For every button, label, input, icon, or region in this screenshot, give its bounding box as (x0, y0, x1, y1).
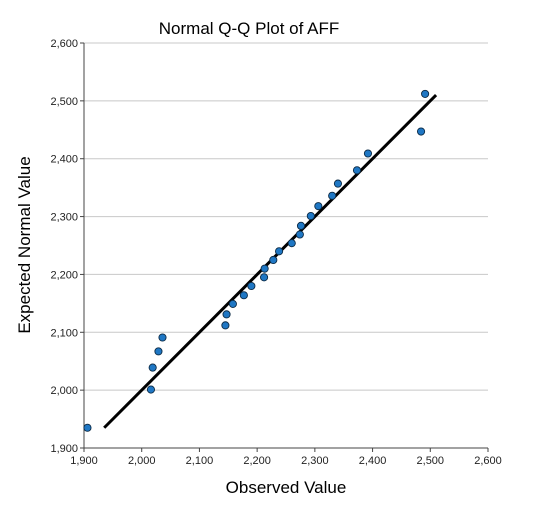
x-axis-label: Observed Value (226, 478, 347, 497)
data-point (275, 247, 284, 256)
data-point (363, 149, 373, 158)
data-point (296, 221, 306, 230)
data-points (83, 89, 430, 432)
x-tick-label: 2,200 (243, 455, 271, 467)
grid-lines (84, 42, 488, 391)
y-tick-label: 2,300 (50, 212, 78, 224)
y-axis-label: Expected Normal Value (15, 156, 34, 333)
x-tick-label: 1,900 (70, 455, 98, 467)
data-point (247, 281, 256, 291)
y-tick-label: 1,900 (50, 443, 78, 455)
data-point (83, 423, 92, 432)
data-point (269, 255, 278, 265)
data-point (221, 321, 230, 330)
y-tick-label: 2,200 (50, 269, 78, 281)
data-point (328, 191, 337, 200)
data-point (222, 310, 231, 319)
data-point (314, 202, 323, 211)
chart-title: Normal Q-Q Plot of AFF (159, 19, 339, 38)
data-point (228, 299, 237, 308)
y-tick-label: 2,100 (50, 327, 78, 339)
data-point (154, 347, 163, 356)
data-point (352, 166, 362, 175)
data-point (260, 264, 269, 273)
x-tick-label: 2,100 (186, 455, 214, 467)
axes (80, 42, 489, 452)
x-tick-label: 2,500 (417, 455, 445, 467)
data-point (417, 127, 426, 136)
data-point (239, 291, 248, 300)
y-tick-label: 2,600 (50, 38, 78, 50)
data-point (148, 363, 157, 372)
data-point (146, 385, 155, 394)
data-point (295, 230, 304, 239)
tick-labels: 1,900 2,000 2,100 2,200 2,300 2,400 2,500 2,600… (50, 38, 501, 467)
x-tick-label: 2,400 (359, 455, 387, 467)
data-point (421, 89, 430, 98)
data-point (333, 179, 342, 188)
y-tick-label: 2,400 (50, 154, 78, 166)
data-point (306, 211, 315, 221)
data-point (287, 239, 296, 248)
data-point (158, 333, 167, 342)
y-tick-label: 2,500 (50, 96, 78, 108)
x-tick-label: 2,600 (474, 455, 502, 467)
y-tick-label: 2,000 (50, 385, 78, 397)
x-tick-label: 2,000 (128, 455, 156, 467)
data-point (260, 273, 269, 282)
x-tick-label: 2,300 (301, 455, 329, 467)
